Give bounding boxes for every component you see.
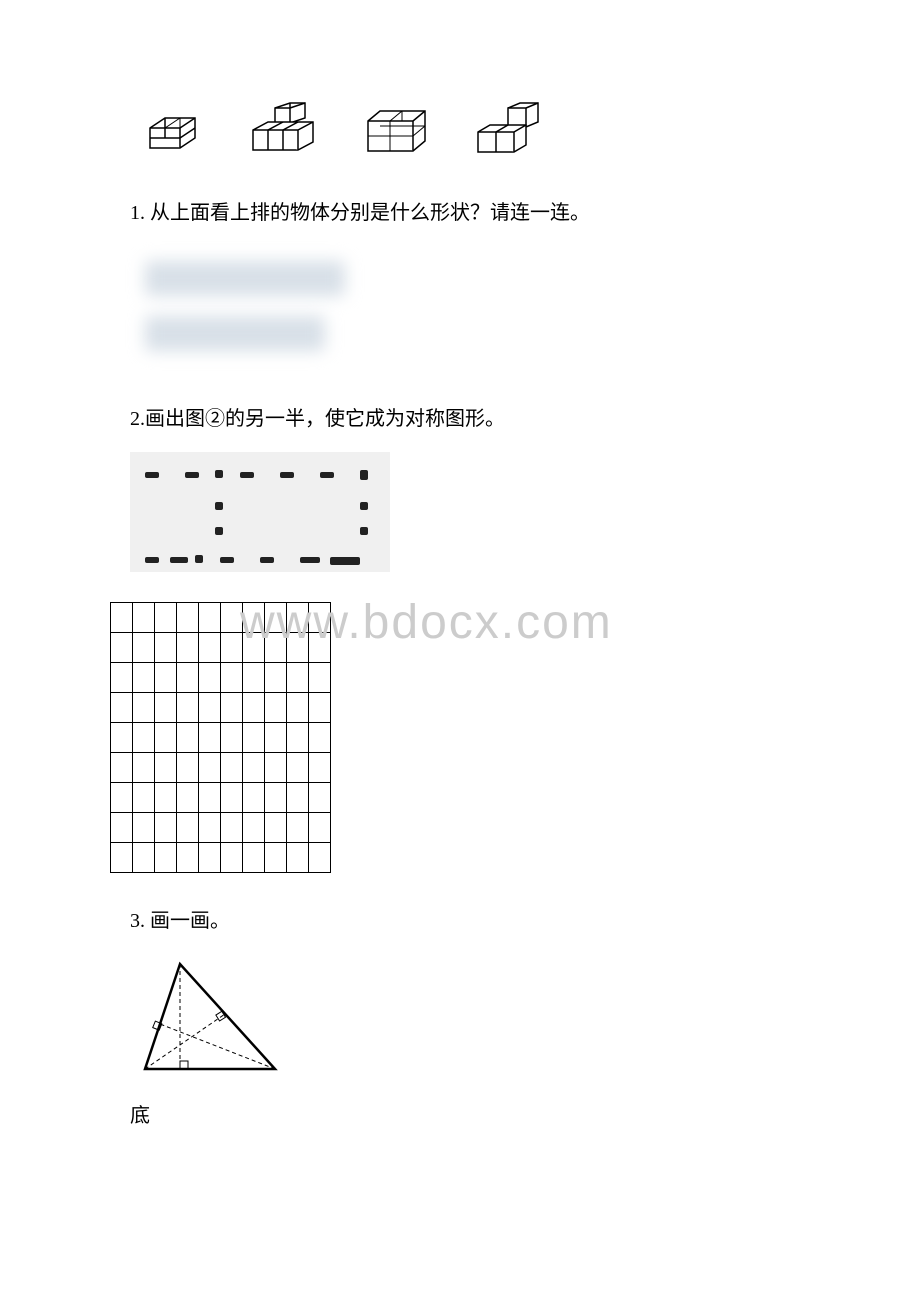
cube-shapes-row xyxy=(140,100,790,165)
question-3-text: 3. 画一画。 xyxy=(130,903,790,939)
question-1-text: 1. 从上面看上排的物体分别是什么形状？请连一连。 xyxy=(130,195,790,231)
question-2-text: 2.画出图②的另一半，使它成为对称图形。 xyxy=(130,401,790,437)
cube-shape-1 xyxy=(140,103,215,163)
bottom-label: 底 xyxy=(130,1099,790,1128)
cube-shape-4 xyxy=(470,100,555,165)
blurred-answer-area xyxy=(130,251,360,371)
watermark-text: www.bdocx.com xyxy=(240,595,613,650)
cube-shape-3 xyxy=(360,103,440,163)
triangle-figure xyxy=(130,954,790,1089)
cube-shape-2 xyxy=(245,100,330,165)
dotted-symmetry-grid xyxy=(130,452,390,572)
